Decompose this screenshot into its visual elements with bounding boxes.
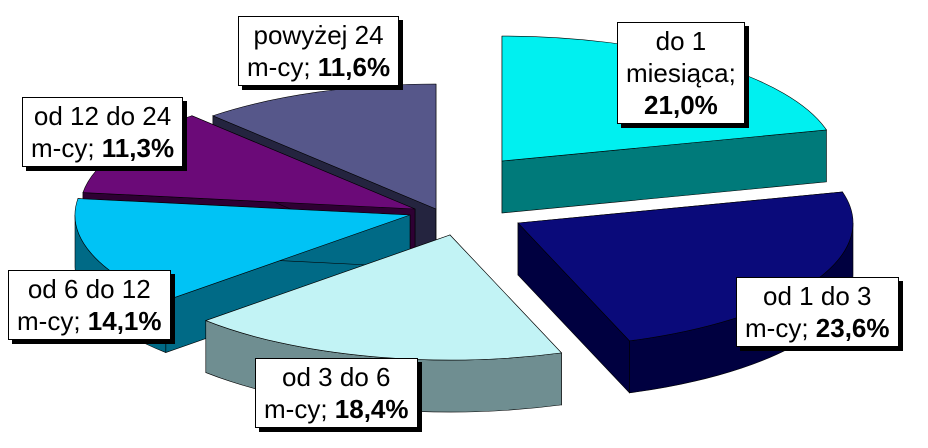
slice-label-text: m-cy;: [31, 133, 95, 163]
slice-value-label: 23,6%: [815, 313, 890, 343]
slice-label-4-line-1: od 6 do 12: [17, 273, 162, 305]
slice-label-5-line-1: od 12 do 24: [31, 100, 174, 132]
slice-label-text: od 3 do 6: [282, 362, 391, 392]
slice-label-text: powyżej 24: [253, 20, 384, 50]
slice-label-text: miesiąca;: [626, 58, 736, 88]
slice-label-4: od 6 do 12 m-cy; 14,1%: [8, 270, 171, 340]
slice-label-6: powyżej 24 m-cy; 11,6%: [238, 16, 400, 86]
slice-label-text: od 6 do 12: [27, 274, 151, 304]
slice-label-text: od 1 do 3: [763, 281, 872, 311]
slice-label-text: m-cy;: [264, 394, 328, 424]
slice-label-text: do 1: [655, 26, 707, 56]
slice-label-3-line-2: m-cy; 18,4%: [264, 393, 409, 425]
pie-slice-3-top: [204, 234, 563, 361]
slice-label-2: od 1 do 3 m-cy; 23,6%: [736, 277, 899, 347]
slice-value-label: 14,1%: [87, 306, 162, 336]
slice-label-2-line-2: m-cy; 23,6%: [745, 312, 890, 344]
slice-label-5: od 12 do 24 m-cy; 11,3%: [22, 97, 184, 167]
slice-value-label: 21,0%: [644, 90, 718, 120]
slice-label-4-line-2: m-cy; 14,1%: [17, 305, 162, 337]
slice-label-3-line-1: od 3 do 6: [264, 361, 409, 393]
slice-label-6-line-2: m-cy; 11,6%: [247, 51, 390, 83]
slice-value-label: 11,6%: [317, 52, 391, 82]
slice-label-5-line-2: m-cy; 11,3%: [31, 132, 174, 164]
slice-label-6-line-1: powyżej 24: [247, 19, 390, 51]
slice-label-1: do 1 miesiąca; 21,0%: [617, 22, 745, 124]
slice-label-1-line-1: do 1: [626, 25, 736, 57]
slice-label-2-line-1: od 1 do 3: [745, 280, 890, 312]
slice-label-text: od 12 do 24: [33, 101, 172, 131]
pie-slice-6-top: [212, 83, 437, 210]
slice-value-label: 11,3%: [101, 133, 175, 163]
slice-label-3: od 3 do 6 m-cy; 18,4%: [255, 358, 418, 428]
slice-value-label: 18,4%: [334, 394, 409, 424]
slice-label-text: m-cy;: [745, 313, 809, 343]
slice-label-1-line-2: miesiąca; 21,0%: [626, 57, 736, 121]
slice-label-text: m-cy;: [17, 306, 81, 336]
slice-label-text: m-cy;: [247, 52, 311, 82]
